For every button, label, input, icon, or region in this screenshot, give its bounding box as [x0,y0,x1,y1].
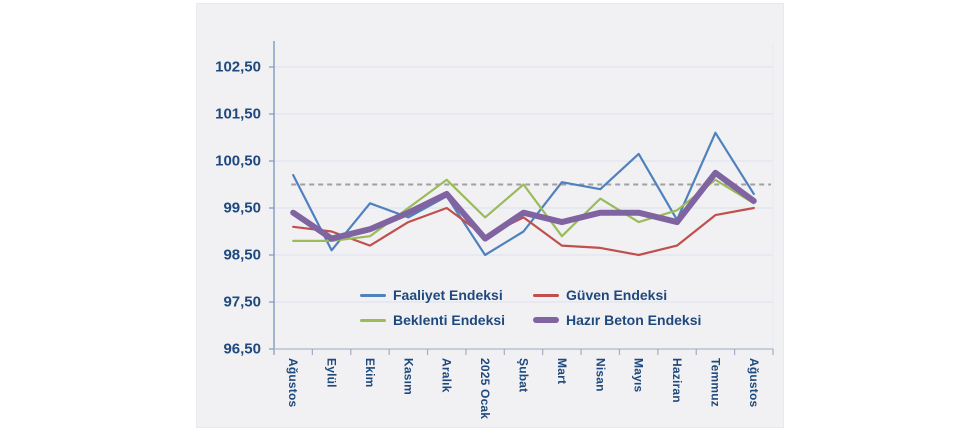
x-axis-label: Haziran [670,358,684,403]
x-axis-label: Ağustos [747,358,761,408]
x-axis-label: Aralık [440,358,454,393]
x-axis-label: Kasım [401,358,415,395]
x-axis-label: Nisan [593,358,607,392]
line-chart: 102,50 101,50 100,50 99,50 98,50 97,50 96,50 Ağ… [215,41,774,419]
y-axis-label: 100,50 [215,153,261,170]
x-axis-label: Ekim [363,358,377,387]
y-axis-label: 96,50 [223,341,261,358]
chart-panel: 102,50 101,50 100,50 99,50 98,50 97,50 96,50 Ağ… [197,4,783,427]
series-line-2 [292,178,755,242]
series-line-3 [290,169,757,242]
y-axis-label: 98,50 [223,247,261,264]
series-line-1 [292,206,755,257]
x-axis-label: Mart [555,358,569,384]
y-axis-label: 99,50 [223,200,261,217]
x-axis-label: Ağustos [286,358,300,408]
x-axis-label: Mayıs [632,358,646,392]
y-axis-label: 101,50 [215,106,261,123]
x-axis-label: Şubat [517,358,531,392]
y-axis-label: 97,50 [223,294,261,311]
x-axis-label: Temmuz [708,358,722,407]
x-axis-label: 2025 Ocak [478,358,492,419]
y-axis-label: 102,50 [215,59,261,76]
x-axis-label: Eylül [325,358,339,388]
